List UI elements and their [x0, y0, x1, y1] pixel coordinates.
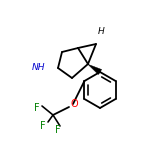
- Text: F: F: [40, 121, 46, 131]
- Text: F: F: [34, 103, 40, 113]
- Text: F: F: [55, 125, 61, 135]
- Polygon shape: [88, 64, 102, 74]
- Text: O: O: [70, 99, 78, 109]
- Text: NH: NH: [31, 64, 45, 73]
- Text: H: H: [98, 27, 105, 36]
